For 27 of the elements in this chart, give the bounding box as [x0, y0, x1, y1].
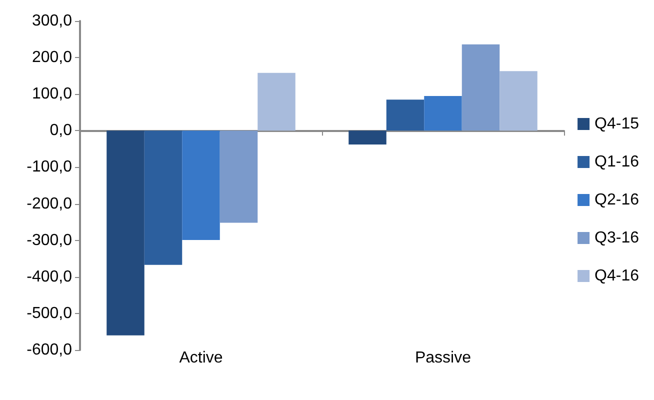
legend-label: Q3-16	[594, 230, 640, 246]
bar	[182, 130, 220, 240]
y-tick-label: 200,0	[32, 49, 72, 66]
bar	[144, 130, 182, 265]
bar	[258, 72, 296, 131]
legend-label: Q1-16	[594, 154, 640, 170]
y-tick-label: -200,0	[26, 195, 72, 212]
y-tick-label: -600,0	[26, 342, 72, 358]
bar	[500, 71, 538, 131]
bar	[348, 130, 386, 145]
x-tick-label: Active	[179, 350, 223, 366]
y-tick-label: 300,0	[32, 12, 72, 30]
y-tick-label: -100,0	[26, 158, 72, 176]
y-tick-label: 100,0	[32, 86, 72, 103]
bar	[106, 130, 144, 336]
bar	[424, 96, 462, 131]
legend-label: Q4-15	[594, 116, 640, 132]
bar	[386, 100, 424, 131]
y-tick-label: 0,0	[50, 122, 72, 140]
y-tick-label: -400,0	[26, 268, 72, 286]
legend-label: Q4-16	[594, 268, 640, 284]
x-tick-label: Passive	[414, 350, 472, 366]
legend-label: Q2-16	[594, 192, 640, 208]
y-tick-label: -500,0	[26, 304, 72, 322]
bar	[462, 44, 500, 131]
y-tick-label: -300,0	[26, 232, 72, 249]
bar	[220, 130, 258, 223]
